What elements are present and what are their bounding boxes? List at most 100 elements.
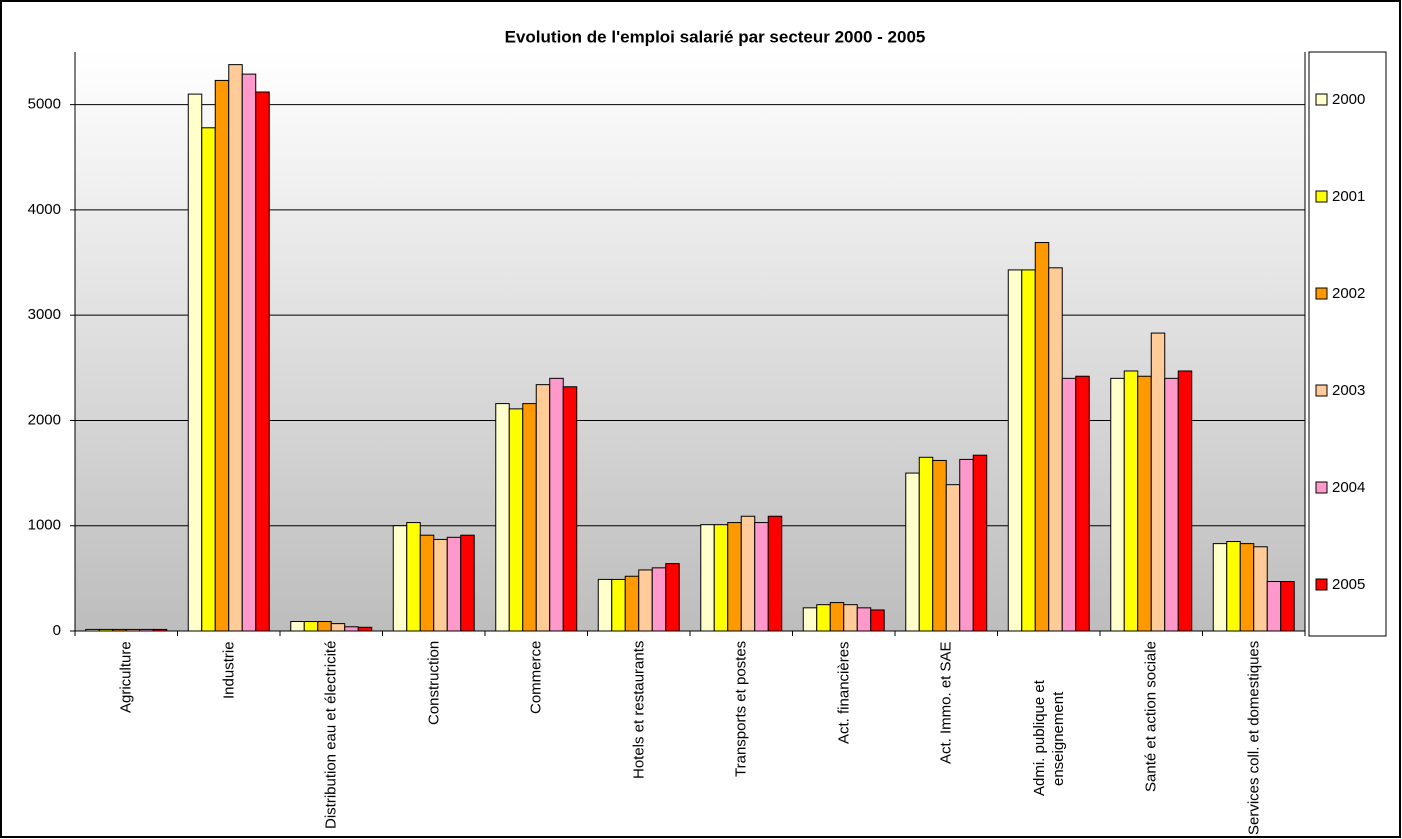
x-tick-label-box: Santé et action sociale [1106,641,1196,836]
chart-title: Evolution de l'emploi salarié par secteu… [505,27,926,46]
x-tick-label-box: Agriculture [81,641,171,836]
x-tick-label-box: Services coll. et domestiques [1209,641,1299,836]
bar [446,536,462,632]
legend-label: 2003 [1332,382,1365,399]
bar [1061,377,1077,632]
bar [330,623,346,632]
x-tick-label: Commerce [527,641,545,715]
bar [460,534,475,632]
y-tick-label: 1000 [28,517,61,534]
bar [700,524,715,632]
bar [856,607,872,632]
x-tick-label-box: Commerce [491,641,581,836]
bar [187,93,203,632]
legend-swatch [1315,93,1328,106]
plot-area [75,52,1305,631]
bar [1137,375,1152,632]
bar [1123,370,1139,632]
bar [228,64,243,632]
x-tick-label-box: Admi. publique et enseignement [1004,641,1094,836]
legend [1308,51,1387,637]
bar [1150,332,1166,632]
bar [918,456,934,632]
bar [945,484,961,632]
x-tick-label: Transports et postes [732,641,750,778]
y-tick-label: 2000 [28,411,61,428]
bar [959,458,974,632]
bar [201,127,216,632]
bar [932,459,947,632]
bar [241,73,257,632]
x-tick-label: Construction [425,641,443,726]
y-tick-label: 0 [53,622,61,639]
bar [713,524,729,632]
bar [1075,375,1090,632]
y-tick-label: 5000 [28,96,61,113]
x-tick-label-box: Distribution eau et électricité [286,641,376,836]
bar [1253,546,1268,632]
x-tick-label-box: Hotels et restaurants [594,641,684,836]
bar [767,515,783,632]
bar [638,569,653,632]
legend-label: 2004 [1332,479,1365,496]
y-tick-label: 3000 [28,306,61,323]
x-tick-label: Hotels et restaurants [630,641,648,780]
bar [1280,581,1295,632]
x-tick-label: Act. financières [835,641,853,744]
x-tick-label: Industrie [220,641,238,699]
bar [392,525,408,632]
bar [802,607,818,632]
bar [522,403,537,632]
bar [972,454,988,632]
bar [1226,541,1241,632]
bar [406,522,421,632]
bar [344,626,359,632]
bar [905,472,920,632]
bar [508,408,524,632]
legend-label: 2005 [1332,576,1365,593]
x-tick-label: Distribution eau et électricité [322,641,340,830]
y-tick-label: 4000 [28,201,61,218]
x-tick-label-box: Transports et postes [696,641,786,836]
legend-label: 2001 [1332,188,1365,205]
bar [651,567,667,632]
bar [357,626,373,632]
bar [1239,543,1255,632]
bar [843,604,858,632]
bar [1212,543,1228,632]
x-tick-label-box: Construction [389,641,479,836]
legend-swatch [1315,384,1328,397]
x-tick-label-box: Act. financières [799,641,889,836]
bar [562,386,578,632]
legend-label: 2000 [1332,91,1365,108]
bar [290,621,305,632]
bar [317,621,332,632]
bar [665,563,680,632]
bar [1021,269,1036,632]
bar [870,609,885,632]
bar [419,534,435,632]
legend-swatch [1315,578,1328,591]
bar [1266,581,1282,632]
bar [740,515,756,632]
bar [214,79,230,632]
bar [1034,242,1050,632]
x-tick-label: Agriculture [117,641,135,713]
bar [1177,370,1193,632]
bar [303,621,319,632]
bar [597,578,613,632]
bar [433,538,448,632]
x-tick-label-box: Act. Immo. et SAE [901,641,991,836]
x-tick-label: Services coll. et domestiques [1245,641,1263,836]
bar [611,578,626,632]
bar [816,604,831,632]
bar [754,522,769,632]
x-tick-label: Admi. publique et enseignement [1030,680,1067,797]
bar [255,91,270,632]
legend-label: 2002 [1332,285,1365,302]
bar [1048,267,1063,632]
bar [624,575,640,632]
legend-swatch [1315,287,1328,300]
